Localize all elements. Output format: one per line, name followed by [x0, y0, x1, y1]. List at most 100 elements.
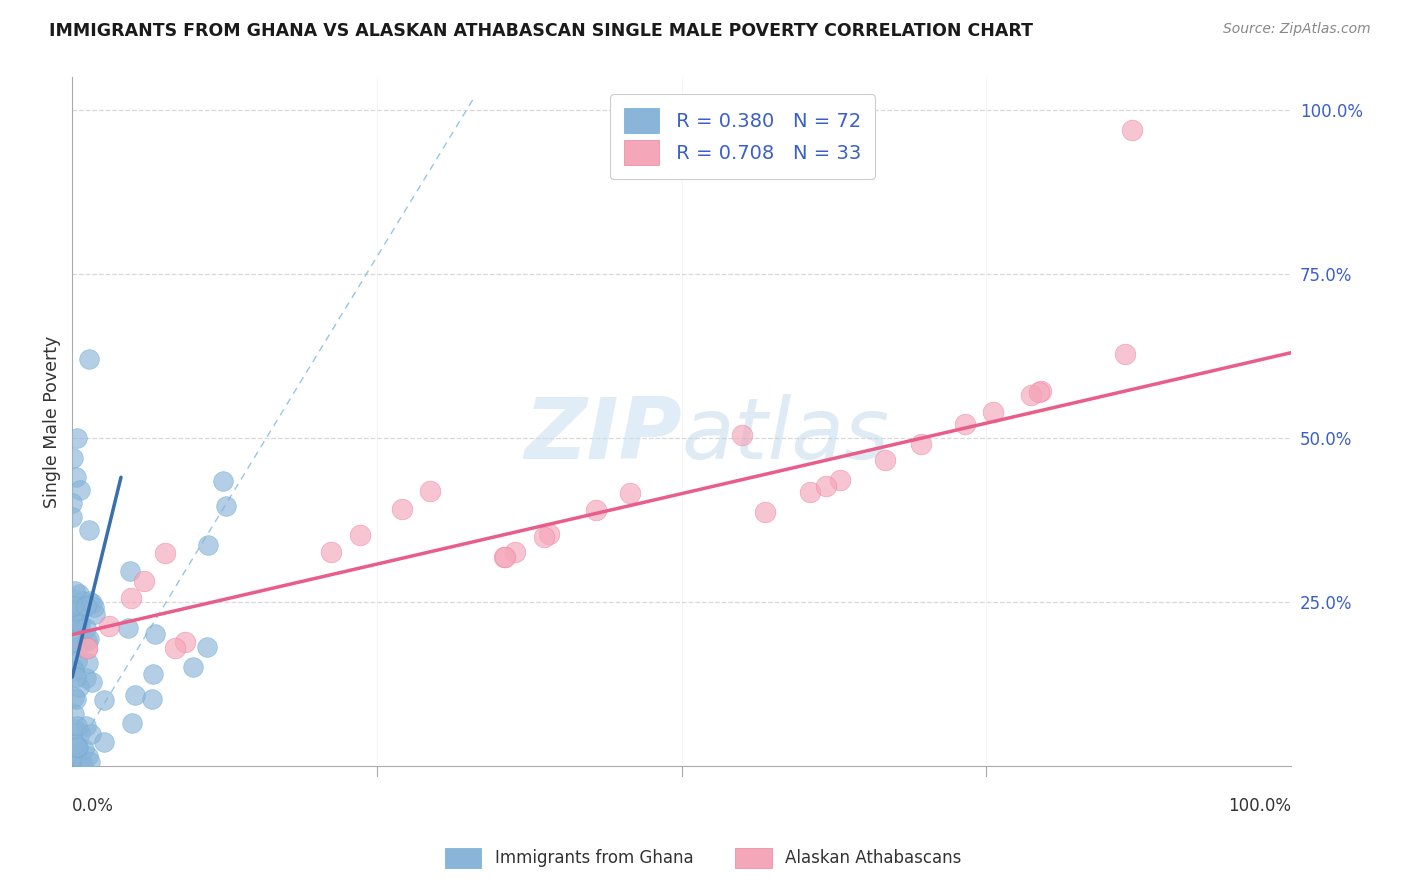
Point	[76, 719, 98, 733]
Point	[120, 591, 142, 605]
Point	[70, 594, 93, 608]
Point	[145, 626, 167, 640]
Point	[165, 641, 187, 656]
Point	[1019, 388, 1042, 402]
Point	[174, 635, 197, 649]
Point	[319, 545, 342, 559]
Point	[494, 550, 516, 565]
Point	[75, 622, 97, 636]
Point	[814, 479, 837, 493]
Point	[1121, 123, 1143, 137]
Text: 0.0%: 0.0%	[72, 797, 114, 814]
Point	[214, 499, 236, 513]
Point	[77, 352, 100, 367]
Point	[211, 474, 233, 488]
Point	[65, 470, 87, 484]
Legend:  R = 0.380   N = 72,  R = 0.708   N = 33: R = 0.380 N = 72, R = 0.708 N = 33	[610, 94, 875, 179]
Point	[97, 619, 120, 633]
Text: atlas: atlas	[682, 393, 890, 477]
Point	[66, 758, 89, 772]
Point	[349, 527, 371, 541]
Point	[1029, 384, 1052, 398]
Point	[619, 486, 641, 500]
Point	[63, 664, 86, 678]
Point	[77, 657, 100, 671]
Point	[83, 600, 105, 615]
Point	[873, 452, 896, 467]
Point	[494, 549, 516, 564]
Point	[132, 574, 155, 588]
Point	[63, 722, 86, 736]
Legend: Immigrants from Ghana, Alaskan Athabascans: Immigrants from Ghana, Alaskan Athabasca…	[439, 841, 967, 875]
Point	[62, 660, 84, 674]
Point	[79, 632, 101, 646]
Text: ZIP: ZIP	[524, 393, 682, 477]
Point	[910, 436, 932, 450]
Point	[63, 737, 86, 751]
Point	[66, 740, 89, 755]
Point	[79, 755, 101, 769]
Point	[538, 527, 561, 541]
Point	[80, 675, 103, 690]
Point	[118, 564, 141, 578]
Point	[799, 485, 821, 500]
Point	[533, 530, 555, 544]
Point	[69, 617, 91, 632]
Text: 100.0%: 100.0%	[1227, 797, 1291, 814]
Point	[67, 615, 90, 629]
Point	[981, 405, 1004, 419]
Point	[82, 596, 104, 610]
Point	[69, 726, 91, 740]
Point	[76, 640, 98, 655]
Point	[77, 749, 100, 764]
Point	[731, 428, 754, 442]
Point	[76, 640, 98, 655]
Point	[63, 584, 86, 599]
Point	[93, 692, 115, 706]
Point	[69, 483, 91, 498]
Point	[79, 523, 101, 537]
Point	[754, 506, 776, 520]
Point	[141, 692, 163, 706]
Point	[828, 473, 851, 487]
Point	[83, 607, 105, 622]
Point	[67, 640, 90, 654]
Point	[67, 587, 90, 601]
Point	[73, 741, 96, 756]
Point	[66, 431, 89, 445]
Point	[66, 719, 89, 733]
Point	[65, 634, 87, 648]
Point	[76, 634, 98, 648]
Point	[62, 636, 84, 650]
Point	[62, 706, 84, 721]
Point	[197, 538, 219, 552]
Point	[65, 615, 87, 629]
Point	[419, 484, 441, 499]
Point	[66, 654, 89, 668]
Point	[72, 757, 94, 772]
Point	[93, 734, 115, 748]
Point	[65, 670, 87, 684]
Point	[80, 727, 103, 741]
Point	[75, 599, 97, 613]
Point	[77, 593, 100, 607]
Point	[117, 621, 139, 635]
Y-axis label: Single Male Poverty: Single Male Poverty	[44, 335, 60, 508]
Point	[1028, 384, 1050, 399]
Point	[62, 599, 84, 613]
Point	[63, 747, 86, 761]
Point	[1114, 347, 1136, 361]
Point	[585, 503, 607, 517]
Point	[65, 691, 87, 706]
Point	[505, 544, 527, 558]
Text: Source: ZipAtlas.com: Source: ZipAtlas.com	[1223, 22, 1371, 37]
Point	[121, 716, 143, 731]
Point	[65, 613, 87, 627]
Point	[60, 509, 83, 524]
Point	[60, 496, 83, 510]
Point	[181, 660, 204, 674]
Point	[153, 546, 176, 560]
Point	[63, 604, 86, 618]
Point	[69, 680, 91, 694]
Point	[66, 616, 89, 631]
